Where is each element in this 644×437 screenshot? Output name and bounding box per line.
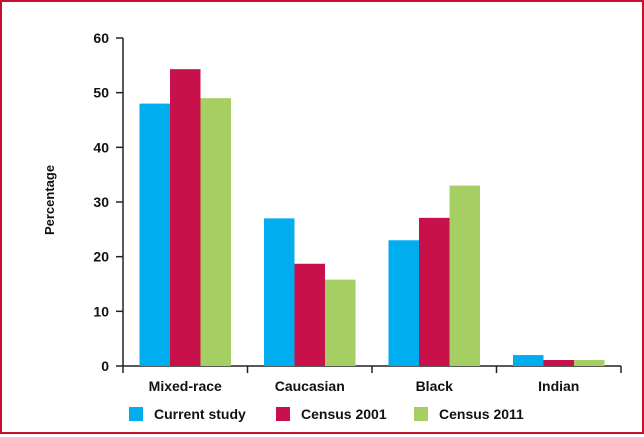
y-axis: 0 10 20 30 40 50 60: [93, 30, 124, 374]
bar-indian-census-2011: [574, 359, 605, 366]
y-tick-label: 40: [93, 139, 109, 155]
y-tick-label: 20: [93, 249, 109, 265]
bar-indian-census-2001: [543, 359, 574, 366]
legend-swatch: [414, 407, 428, 421]
legend-label: Census 2011: [439, 406, 524, 422]
legend: Current study Census 2001 Census 2011: [129, 406, 524, 422]
y-tick-label: 10: [93, 303, 109, 319]
bar-indian-current-study: [513, 355, 544, 366]
bar-black-current-study: [388, 240, 419, 366]
y-tick-label: 30: [93, 194, 109, 210]
bar-caucasian-current-study: [264, 218, 295, 366]
bar-black-census-2011: [449, 185, 480, 366]
x-category-label: Indian: [538, 378, 579, 394]
y-tick-label: 0: [101, 358, 109, 374]
legend-swatch: [276, 407, 290, 421]
bar-caucasian-census-2011: [325, 279, 356, 366]
y-tick-label: 50: [93, 85, 109, 101]
y-axis-title: Percentage: [42, 165, 57, 235]
legend-label: Current study: [154, 406, 246, 422]
bar-mixed-race-current-study: [139, 103, 170, 366]
x-axis: Mixed-race Caucasian Black Indian: [122, 365, 622, 394]
bar-black-census-2001: [419, 217, 450, 366]
y-tick-label: 60: [93, 30, 109, 46]
bar-mixed-race-census-2011: [200, 98, 231, 366]
x-category-label: Black: [416, 378, 454, 394]
bar-mixed-race-census-2001: [170, 69, 201, 366]
legend-swatch: [129, 407, 143, 421]
legend-label: Census 2001: [301, 406, 387, 422]
bars: [139, 69, 605, 366]
x-category-label: Mixed-race: [149, 378, 222, 394]
x-category-label: Caucasian: [275, 378, 345, 394]
bar-caucasian-census-2001: [294, 263, 325, 366]
bar-chart: Percentage 0 10 20 30 40 50 60 Mixed-race Cauca…: [42, 30, 622, 422]
